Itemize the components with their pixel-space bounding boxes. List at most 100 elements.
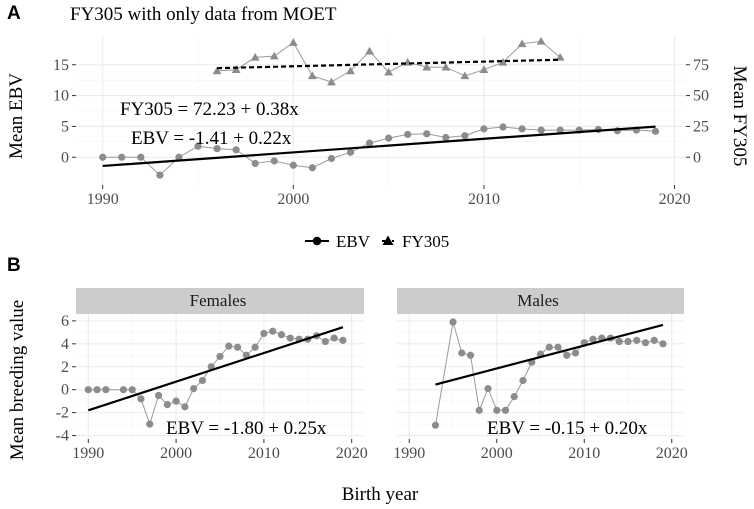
ebv-point [404, 130, 412, 139]
ebv-point [156, 171, 164, 179]
fy305-point [212, 66, 222, 75]
ebv-point [442, 133, 450, 142]
facet-males-point [633, 336, 641, 344]
panel-a-y-tick-label: 15 [53, 57, 69, 74]
legend-ebv-label: EBV [336, 232, 371, 251]
facet-males-x-tick-label: 1990 [393, 445, 425, 462]
panel-b-y-label: Mean breeding value [7, 300, 28, 460]
fy305-point [231, 65, 241, 73]
ebv-point [518, 125, 526, 133]
strip-males-label: Males [517, 291, 559, 310]
fy305-point [479, 65, 489, 73]
fy305-point [269, 51, 279, 60]
legend-fy305-label: FY305 [402, 232, 449, 251]
fy305-point [555, 52, 565, 61]
ebv-point [118, 153, 126, 161]
ebv-point [346, 148, 355, 156]
fy305-point [517, 39, 527, 48]
legend: EBV FY305 [305, 232, 449, 251]
ebv-point [251, 159, 259, 168]
panel-a-fy305-equation: FY305 = 72.23 + 0.38x [120, 99, 299, 120]
panel-a-y-right-tick-label: 0 [693, 149, 701, 166]
ebv-point [651, 127, 660, 135]
facet-females-point [163, 400, 171, 409]
facet-females-x-tick-label: 2000 [160, 445, 192, 462]
panel-a-y-label: Mean EBV [6, 73, 27, 159]
facet-females-x-tick-label: 1990 [72, 445, 104, 462]
facet-males-fit-line [435, 323, 664, 386]
fy305-fit-line [217, 58, 561, 70]
panel-a-ebv-equation: EBV = -1.41 + 0.22x [131, 128, 292, 149]
facet-females-y-tick-label: 6 [61, 313, 69, 330]
facet-males-point [466, 351, 475, 359]
facet-females-point [154, 391, 163, 400]
panel-a-title: FY305 with only data from MOET [70, 4, 337, 25]
facet-females: 1990 2000 2010 2020 -4 -2 0 2 4 6 [56, 288, 368, 462]
facet-females-point [190, 384, 198, 393]
fy305-point [327, 77, 336, 86]
fy305-point [536, 36, 546, 45]
ebv-point [232, 146, 240, 154]
facet-females-point [172, 397, 180, 405]
fy305-point [460, 71, 470, 80]
facet-females-point [251, 343, 259, 351]
males-equation: EBV = -0.15 + 0.20x [487, 418, 648, 439]
ebv-point [213, 145, 221, 153]
facet-males-x-tick-label: 2000 [481, 445, 513, 462]
ebv-point [137, 153, 145, 161]
facet-males-point [484, 384, 492, 393]
facet-males-point [475, 406, 483, 414]
facet-females-point [102, 386, 110, 394]
facet-females-point [93, 386, 101, 394]
facet-males-point [458, 349, 466, 357]
facet-females-strip [76, 288, 364, 314]
females-equation: EBV = -1.80 + 0.25x [166, 418, 327, 439]
legend-fy305-triangle-icon [382, 235, 394, 245]
panel-a-y-right-tick-label: 75 [693, 57, 709, 74]
ebv-point [537, 126, 545, 134]
facet-females-point [216, 352, 224, 361]
panel-a-x-tick-label: 2020 [659, 191, 691, 208]
ebv-point [270, 157, 278, 165]
panel-a-x-tick-label: 2000 [277, 191, 309, 208]
facet-males-point [641, 339, 650, 347]
ebv-fit-line [102, 125, 656, 168]
facet-females-point [128, 386, 136, 394]
facet-males-point [650, 336, 658, 344]
facet-males-point [659, 340, 667, 348]
fy305-point [422, 62, 432, 71]
fy305-point [384, 67, 394, 76]
facet-females-point [286, 334, 294, 342]
panel-a-plot: 1990 2000 2010 2020 0 5 10 15 0 25 50 75 [53, 36, 709, 208]
facet-females-point [181, 403, 189, 411]
facet-females-y-tick-label: 2 [61, 359, 69, 376]
facet-males-point [589, 335, 597, 343]
fy305-point [346, 66, 355, 75]
facet-males-point [431, 421, 440, 429]
facet-males-point [563, 351, 571, 359]
ebv-point [175, 153, 183, 161]
ebv-point [194, 142, 202, 150]
ebv-point [423, 130, 431, 138]
facet-females-point [321, 337, 329, 346]
ebv-point [461, 132, 469, 140]
facet-males-point [615, 337, 623, 346]
facet-males-strip [397, 288, 684, 314]
facet-males-point [501, 406, 510, 414]
facet-females-x-tick-label: 2020 [336, 445, 368, 462]
facet-males-point [519, 376, 527, 385]
facet-females-point [233, 343, 242, 351]
panel-a-y-right-label: Mean FY305 [729, 66, 750, 167]
fy305-point [288, 38, 298, 46]
ebv-point [99, 153, 107, 161]
facet-males-point [624, 337, 632, 346]
panel-b-label: B [7, 255, 21, 276]
facet-males: 1990 2000 2010 2020 [393, 288, 688, 462]
ebv-point [480, 125, 488, 133]
facet-females-x-tick-label: 2010 [248, 445, 280, 462]
panel-a-x-tick-label: 1990 [87, 191, 119, 208]
fy305-point [307, 71, 317, 80]
facet-females-y-tick-label: 4 [61, 336, 69, 353]
ebv-point [385, 134, 393, 142]
